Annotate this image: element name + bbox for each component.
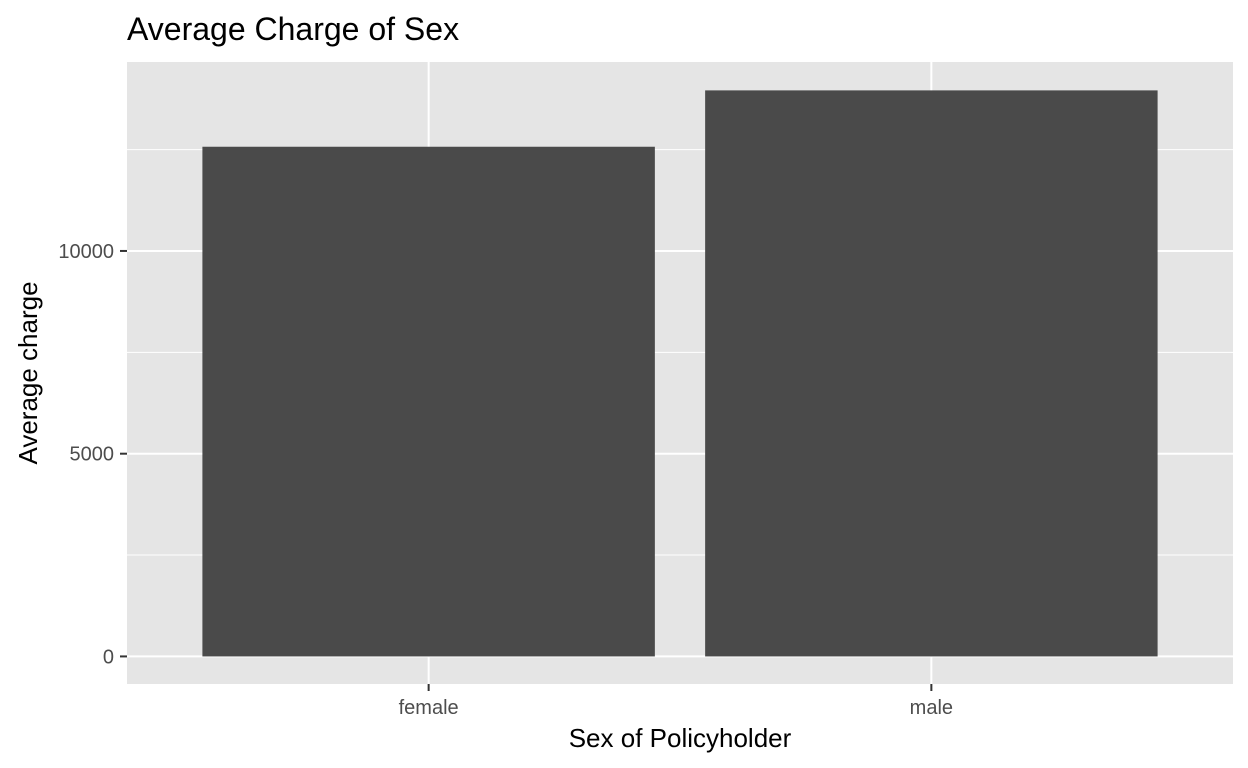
- y-axis: 0 5000 10000: [58, 241, 127, 668]
- x-axis-title: Sex of Policyholder: [569, 723, 792, 753]
- y-axis-title: Average charge: [13, 281, 43, 464]
- y-tick-label: 5000: [70, 444, 115, 466]
- x-axis: female male: [399, 684, 953, 719]
- y-tick-label: 10000: [58, 241, 114, 263]
- bars: [202, 90, 1158, 657]
- bar-female: [202, 146, 655, 657]
- x-tick-label: male: [910, 697, 953, 719]
- x-tick-label: female: [399, 697, 459, 719]
- chart-title: Average Charge of Sex: [127, 11, 459, 47]
- y-tick-label: 0: [103, 646, 114, 668]
- bar-male: [705, 90, 1158, 657]
